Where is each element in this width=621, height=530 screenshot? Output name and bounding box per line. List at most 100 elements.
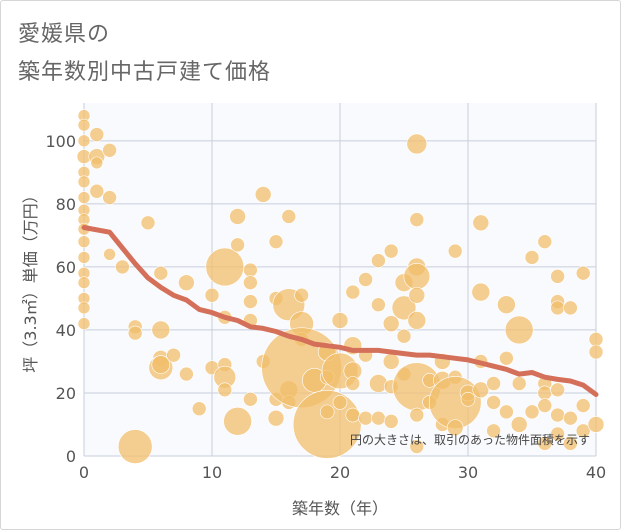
bubble-point: [447, 243, 463, 259]
bubble-point: [406, 133, 428, 155]
bubble-point: [403, 263, 431, 290]
bubble-point: [331, 312, 349, 329]
bubble-point: [391, 295, 417, 321]
bubble-point: [345, 407, 361, 423]
bubble-point: [537, 234, 553, 249]
bubble-point: [268, 234, 284, 249]
bubble-point: [243, 294, 258, 309]
chart-title-line2: 築年数別中古戸建て価格: [18, 60, 272, 85]
bubble-point: [486, 423, 501, 439]
bubble-point: [575, 265, 591, 281]
bubble-point: [550, 407, 565, 423]
bubble-point: [77, 276, 91, 289]
bubble-point: [511, 376, 527, 391]
bubble-point: [524, 250, 540, 265]
x-tick-label: 10: [202, 463, 222, 482]
x-tick-label: 0: [79, 463, 89, 482]
bubble-point: [267, 409, 285, 427]
bubble-point: [563, 410, 578, 426]
bubble-point: [407, 311, 427, 330]
trend-line: [81, 225, 599, 397]
bubble-point: [243, 262, 258, 278]
bubble-point: [550, 382, 565, 398]
bubble-point: [537, 385, 553, 401]
bubble-point: [383, 243, 399, 259]
bubble-point: [151, 355, 171, 374]
bubble-point: [396, 328, 412, 344]
bubble-point: [281, 209, 297, 224]
bubble-point: [471, 282, 491, 302]
bubble-point: [408, 286, 426, 304]
bubble-point: [166, 347, 181, 363]
bubble-point: [382, 315, 400, 332]
y-tick-label: 40: [56, 321, 76, 340]
bubble-point: [77, 118, 91, 132]
bubble-point: [230, 237, 245, 253]
bubble-point: [127, 325, 143, 341]
bubble-point: [77, 134, 91, 148]
bubble-series: [76, 109, 605, 464]
bubble-point: [140, 215, 156, 231]
bubble-point: [358, 410, 373, 426]
bubble-point: [524, 404, 540, 420]
bubble-point: [243, 275, 258, 290]
bubble-point: [371, 297, 386, 313]
bubble-point: [77, 175, 91, 189]
bubble-point: [382, 353, 400, 370]
bubble-point: [223, 407, 252, 436]
axis-ticks: 0 10 20 30 40 0 20 40 60 80 100: [45, 132, 606, 482]
bubble-point: [117, 429, 153, 464]
y-axis-label: 坪（3.3㎡）単価（万円）: [21, 187, 40, 372]
bubble-point: [102, 190, 117, 205]
bubble-point: [345, 376, 361, 391]
bubble-point: [204, 287, 220, 303]
bubble-point: [89, 127, 105, 142]
bubble-point: [472, 381, 490, 399]
bubble-point: [537, 398, 553, 413]
bubble-point: [504, 315, 534, 345]
bubble-point: [153, 265, 169, 281]
bubble-point: [371, 253, 386, 268]
bubble-point: [179, 366, 194, 382]
chart-title-line1: 愛媛県の: [18, 22, 111, 47]
bubble-point: [319, 404, 335, 420]
bubble-point: [371, 410, 386, 426]
bubble-point: [243, 391, 258, 407]
bubble-point: [178, 274, 195, 291]
bubble-point: [358, 272, 373, 287]
bubble-point: [563, 436, 578, 451]
y-tick-label: 0: [66, 447, 76, 466]
bubble-point: [409, 407, 425, 423]
bubble-point: [191, 401, 207, 417]
x-tick-label: 40: [586, 463, 606, 482]
bubble-point: [486, 376, 501, 391]
y-tick-label: 100: [45, 132, 76, 151]
bubble-point: [77, 191, 91, 204]
bubble-point: [563, 300, 578, 316]
bubble-point: [383, 414, 399, 429]
bubble-point: [588, 344, 604, 360]
bubble-point: [205, 247, 245, 287]
bubble-point: [151, 320, 171, 340]
bubble-point: [575, 398, 591, 413]
bubble-point: [77, 301, 91, 315]
bubble-point: [497, 295, 516, 315]
bubble-point: [486, 395, 501, 410]
bubble-point: [90, 156, 104, 170]
y-tick-label: 60: [56, 258, 76, 277]
y-tick-label: 20: [56, 384, 76, 403]
bubble-point: [460, 391, 476, 407]
bubble-point: [409, 212, 425, 227]
bubble-point: [550, 300, 565, 316]
bubble-point: [229, 208, 246, 225]
bubble-point: [588, 332, 604, 347]
bubble-point: [446, 419, 464, 436]
bubble-point: [537, 436, 553, 451]
size-note: 円の大きさは、取引のあった物件面積を示す: [350, 432, 590, 447]
x-axis-label: 築年数（年）: [292, 499, 388, 518]
bubble-point: [294, 287, 309, 303]
bubble-point: [217, 382, 233, 398]
bubble-point: [345, 284, 361, 300]
x-tick-label: 30: [458, 463, 478, 482]
